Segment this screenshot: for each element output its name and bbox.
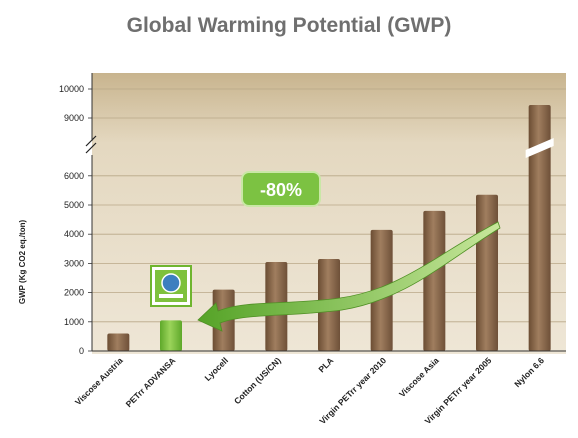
reduction-label: -80% [260,180,302,200]
badge-globe [161,273,181,293]
y-tick-label: 4000 [64,229,84,239]
x-tick-label: Lyocell [203,355,231,383]
bar-8 [528,104,551,351]
x-tick-label: Nylon 6.6 [512,355,546,389]
axis-break-mark [85,135,97,147]
bar-6 [423,210,446,351]
y-tick-label: 1000 [64,317,84,327]
y-tick-label: 2000 [64,288,84,298]
x-tick-label: Viscose Asia [397,355,441,399]
x-tick-label: PLA [316,355,335,374]
y-tick-label: 0 [79,346,84,356]
y-tick-label: 10000 [59,84,84,94]
eco-label-icon [150,265,192,307]
bar-1 [160,320,182,351]
reduction-arrow [197,221,501,332]
y-tick-label: 9000 [64,113,84,123]
reduction-badge: -80% [241,171,321,207]
reduction-box [241,171,321,207]
x-tick-label: PETrr ADVANSA [124,355,178,409]
bar-0 [107,333,130,351]
badge-text-strip [159,294,183,298]
bar-7 [476,194,498,351]
y-tick-label: 6000 [64,171,84,181]
x-tick-label: Cotton (US/CN) [232,355,283,406]
bar-break-gap [525,138,554,158]
chart-title: Global Warming Potential (GWP) [126,14,452,37]
axis-break-mark [85,142,97,154]
arrow-body [197,221,501,332]
y-tick-label: 3000 [64,258,84,268]
x-tick-label: Viscose Austria [73,355,125,407]
y-tick-label: 5000 [64,200,84,210]
